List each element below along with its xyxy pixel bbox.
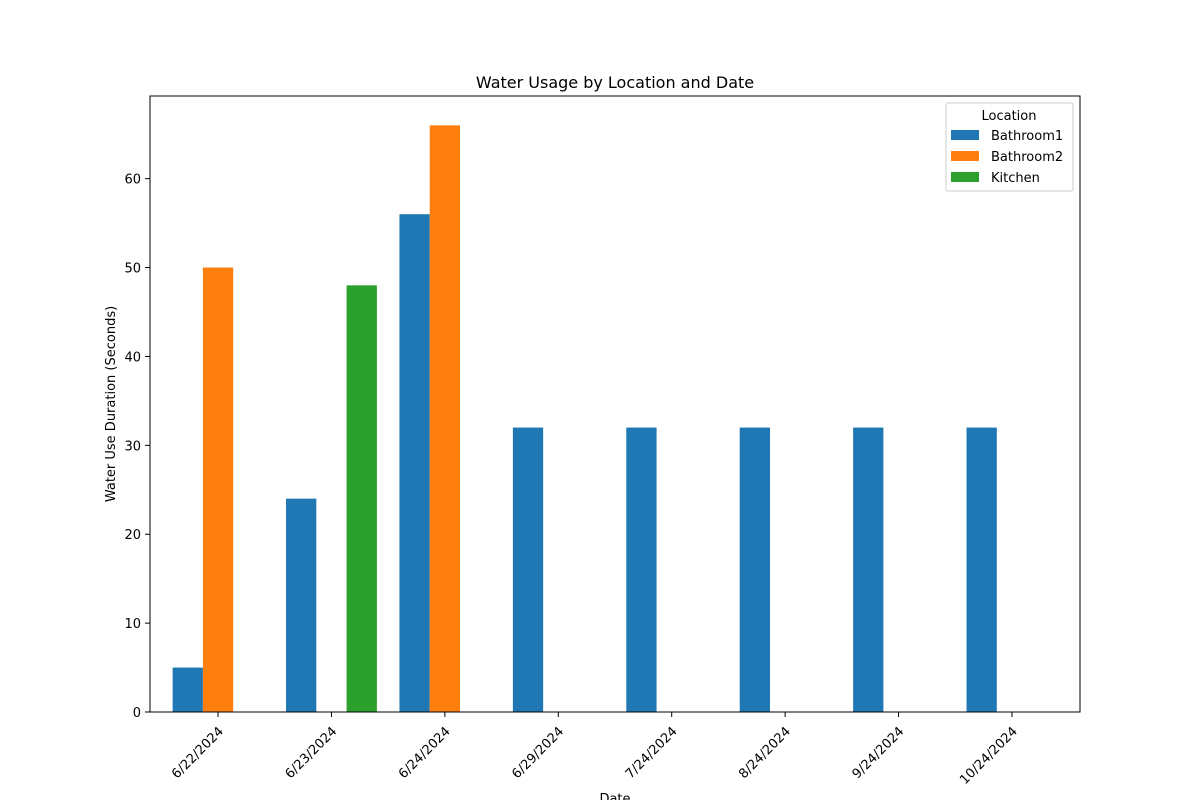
legend-label-kitchen: Kitchen [991, 171, 1040, 186]
x-tick-label: 6/23/2024 [283, 724, 341, 782]
plot-frame [149, 95, 1081, 713]
bar-bathroom2-2 [429, 125, 461, 712]
y-tick-label: 40 [124, 350, 141, 365]
bar-bathroom1-3 [512, 427, 544, 712]
bar-kitchen-1 [346, 285, 377, 712]
x-tick-label: 7/24/2024 [623, 724, 681, 782]
bar-bathroom1-6 [853, 427, 884, 712]
x-tick-label: 6/22/2024 [169, 724, 227, 782]
bar-bathroom1-4 [626, 427, 657, 712]
x-axis: 6/22/2024 6/23/2024 6/24/2024 6/29/2024 7/24… [169, 712, 1021, 788]
bar-bathroom1-5 [739, 427, 770, 712]
legend-swatch-bathroom2 [951, 151, 979, 161]
legend-label-bathroom2: Bathroom2 [991, 150, 1063, 165]
y-tick-label: 50 [124, 262, 141, 277]
bar-bathroom1-0 [172, 667, 203, 712]
bar-bathroom1-2 [399, 214, 430, 712]
y-tick-label: 10 [124, 617, 141, 632]
legend-swatch-kitchen [951, 172, 979, 182]
bar-bathroom2-0 [202, 267, 234, 712]
x-tick-label: 6/29/2024 [509, 724, 567, 782]
x-tick-label: 10/24/2024 [957, 724, 1021, 788]
x-tick-label: 9/24/2024 [850, 724, 908, 782]
bars-group [172, 125, 997, 712]
legend-box [945, 102, 1074, 192]
x-tick-label: 6/24/2024 [396, 724, 454, 782]
bar-bathroom1-1 [286, 498, 317, 712]
legend: Location Bathroom1 Bathroom2 Kitchen [945, 102, 1074, 192]
y-tick-label: 30 [124, 439, 141, 454]
chart-title: Water Usage by Location and Date [476, 73, 754, 92]
x-axis-label: Date [599, 792, 630, 800]
y-tick-label: 0 [133, 706, 141, 721]
y-axis: 0 10 20 30 40 50 60 [124, 173, 150, 721]
bar-bathroom1-7 [966, 427, 997, 712]
legend-title: Location [982, 109, 1037, 124]
y-tick-label: 60 [124, 173, 141, 188]
legend-label-bathroom1: Bathroom1 [991, 129, 1063, 144]
y-tick-label: 20 [124, 528, 141, 543]
x-tick-label: 8/24/2024 [736, 724, 794, 782]
y-axis-label: Water Use Duration (Seconds) [104, 306, 119, 502]
legend-swatch-bathroom1 [951, 130, 979, 140]
